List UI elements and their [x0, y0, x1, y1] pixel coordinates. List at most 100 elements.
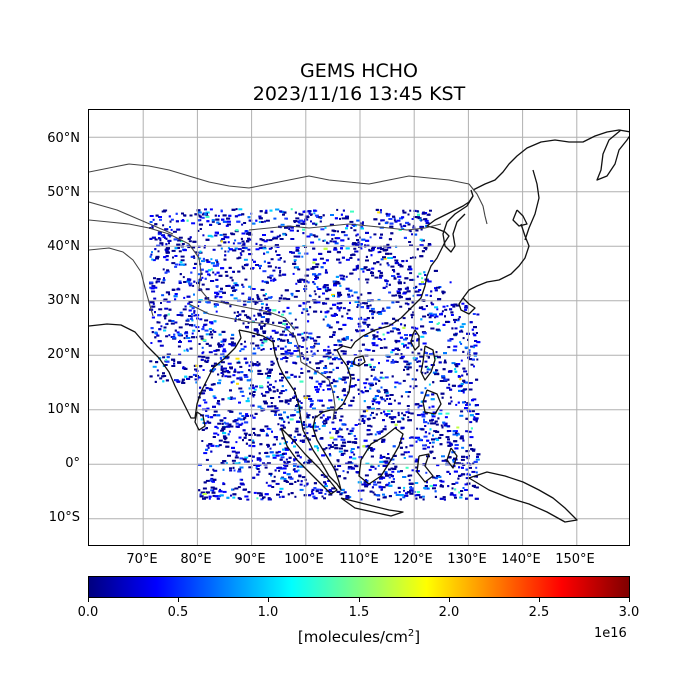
hcho-pixel — [338, 309, 341, 312]
hcho-pixel — [394, 353, 399, 356]
hcho-pixel — [424, 219, 429, 222]
hcho-pixel — [256, 331, 259, 334]
hcho-pixel — [320, 266, 324, 269]
hcho-pixel — [459, 378, 462, 381]
hcho-pixel — [399, 498, 402, 501]
hcho-pixel — [178, 280, 182, 283]
hcho-pixel — [340, 239, 345, 242]
hcho-pixel — [409, 268, 413, 271]
hcho-pixel — [476, 475, 478, 478]
hcho-pixel — [228, 430, 231, 433]
hcho-pixel — [396, 290, 401, 293]
hcho-pixel — [236, 315, 240, 317]
hcho-pixel — [379, 430, 383, 433]
hcho-pixel — [305, 482, 309, 485]
hcho-pixel — [333, 414, 337, 417]
hcho-pixel — [409, 492, 414, 495]
hcho-pixel — [447, 456, 452, 459]
hcho-pixel — [293, 445, 296, 448]
hcho-pixel — [426, 371, 429, 374]
hcho-pixel — [329, 307, 333, 310]
hcho-pixel — [437, 356, 441, 359]
hcho-pixel — [393, 399, 396, 402]
hcho-pixel — [298, 345, 301, 348]
hcho-pixel — [414, 460, 419, 463]
hcho-pixel — [322, 318, 325, 321]
hcho-pixel — [379, 347, 383, 349]
hcho-pixel — [342, 441, 347, 444]
hcho-pixel — [350, 226, 353, 229]
hcho-pixel — [280, 456, 285, 459]
hcho-pixel — [454, 327, 458, 330]
hcho-pixel — [189, 347, 193, 350]
hcho-pixel — [165, 251, 169, 254]
hcho-pixel — [349, 429, 354, 432]
hcho-pixel — [280, 210, 285, 213]
hcho-pixel — [183, 214, 187, 217]
hcho-pixel — [467, 430, 472, 433]
hcho-pixel — [302, 223, 307, 225]
hcho-pixel — [206, 468, 210, 471]
hcho-pixel — [397, 349, 401, 351]
hcho-pixel — [217, 400, 220, 402]
hcho-pixel — [380, 371, 384, 374]
hcho-pixel — [433, 313, 437, 316]
hcho-pixel — [155, 257, 159, 260]
hcho-pixel — [365, 231, 369, 234]
hcho-pixel — [349, 257, 353, 259]
hcho-pixel — [375, 208, 379, 211]
hcho-pixel — [424, 412, 428, 415]
hcho-pixel — [383, 389, 388, 391]
hcho-pixel — [375, 344, 379, 347]
hcho-pixel — [183, 296, 186, 299]
hcho-pixel — [366, 317, 370, 320]
hcho-pixel — [239, 252, 242, 255]
hcho-pixel — [456, 319, 460, 322]
hcho-pixel — [267, 371, 272, 374]
hcho-pixel — [194, 262, 198, 265]
hcho-pixel — [342, 307, 346, 310]
hcho-pixel — [422, 283, 426, 285]
hcho-pixel — [289, 398, 292, 401]
hcho-pixel — [277, 338, 279, 341]
hcho-pixel — [336, 306, 339, 308]
hcho-pixel — [183, 349, 186, 352]
hcho-pixel — [338, 328, 343, 331]
hcho-pixel — [416, 210, 419, 213]
hcho-pixel — [227, 423, 232, 426]
hcho-pixel — [165, 258, 169, 261]
hcho-pixel — [246, 379, 251, 382]
hcho-pixel — [267, 337, 271, 340]
hcho-pixel — [253, 314, 256, 317]
hcho-pixel — [168, 293, 171, 296]
hcho-pixel — [152, 259, 156, 262]
hcho-pixel — [327, 286, 329, 289]
hcho-pixel — [316, 390, 320, 393]
hcho-pixel — [442, 368, 446, 371]
hcho-pixel — [424, 360, 428, 363]
hcho-pixel — [428, 316, 432, 319]
hcho-pixel — [220, 247, 223, 250]
hcho-pixel — [316, 286, 319, 289]
hcho-pixel — [452, 430, 456, 433]
hcho-pixel — [324, 288, 327, 291]
hcho-pixel — [275, 438, 278, 441]
hcho-pixel — [356, 296, 360, 299]
hcho-pixel — [252, 395, 255, 398]
hcho-pixel — [323, 349, 327, 352]
hcho-pixel — [151, 285, 155, 288]
hcho-pixel — [403, 489, 405, 492]
hcho-pixel — [262, 497, 265, 499]
hcho-pixel — [406, 298, 411, 301]
hcho-pixel — [424, 485, 428, 487]
hcho-pixel — [249, 317, 252, 320]
hcho-pixel — [208, 497, 211, 500]
hcho-pixel — [336, 380, 339, 383]
hcho-pixel — [365, 259, 369, 262]
hcho-pixel — [241, 232, 246, 235]
hcho-pixel — [409, 272, 413, 275]
hcho-pixel — [402, 292, 407, 295]
hcho-pixel — [356, 233, 359, 236]
hcho-pixel — [346, 312, 349, 315]
hcho-pixel — [422, 315, 427, 318]
